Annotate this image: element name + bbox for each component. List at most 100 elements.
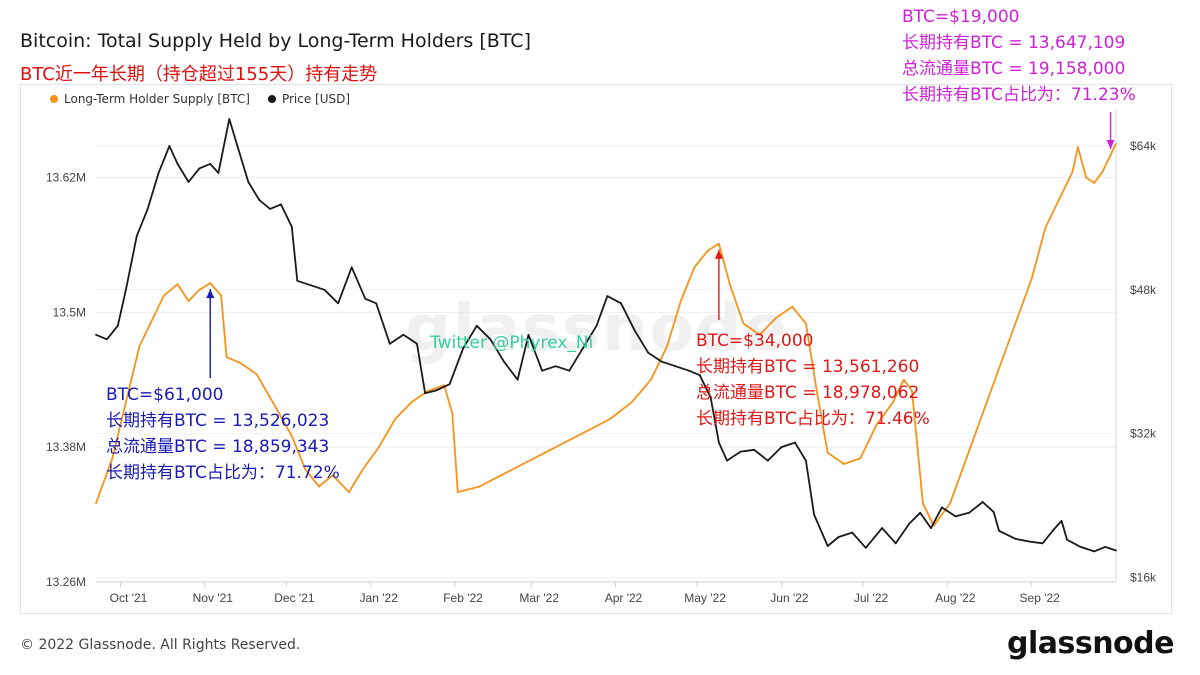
price-point-34: [475, 324, 478, 327]
legend-swatch-ltx: [50, 95, 58, 103]
chart-frame: [20, 84, 1172, 614]
ltx-point-49: [826, 451, 829, 454]
ltx-point-36: [649, 378, 652, 381]
price-point-53: [717, 441, 720, 444]
price-point-25: [364, 297, 367, 300]
annotation-nov21-lth: 长期持有BTC = 13,526,023: [106, 411, 330, 431]
price-point-41: [568, 369, 571, 372]
price-point-45: [620, 302, 622, 305]
price-point-63: [837, 536, 840, 538]
price-point-68: [908, 522, 911, 525]
x-tick-4: Feb '22: [443, 591, 483, 605]
ltx-point-16: [304, 468, 307, 471]
ltx-point-65: [1057, 199, 1060, 201]
legend-item-ltx[interactable]: Long-Term Holder Supply [BTC]: [50, 92, 250, 106]
ltx-point-45: [775, 317, 777, 319]
legend-item-price[interactable]: Price [USD]: [267, 92, 351, 106]
ltx-point-11: [225, 356, 228, 359]
ltx-point-35: [630, 401, 633, 404]
price-point-61: [813, 513, 815, 516]
ltx-point-60: [981, 412, 984, 415]
legend-label-ltx: Long-Term Holder Supply [BTC]: [64, 92, 250, 106]
price-point-19: [290, 225, 293, 228]
ltx-point-38: [679, 300, 682, 302]
ltx-point-55: [911, 390, 913, 392]
price-point-75: [992, 510, 995, 513]
ltx-point-47: [805, 322, 807, 325]
price-point-74: [981, 501, 984, 503]
ltx-point-40: [707, 249, 709, 252]
price-point-38: [527, 333, 530, 336]
price-point-43: [595, 324, 598, 327]
ltx-point-46: [791, 305, 794, 308]
price-point-7: [168, 145, 171, 147]
ltx-point-27: [456, 491, 459, 493]
y-left-tick-0: 13.26M: [46, 575, 86, 589]
ltx-point-50: [843, 463, 845, 465]
annotation-sep22-price: BTC=$19,000: [902, 7, 1020, 27]
price-point-37: [516, 378, 519, 381]
price-point-46: [633, 329, 636, 332]
glassnode-logo: glassnode: [1006, 626, 1175, 661]
y-right-tick-1: $32k: [1130, 427, 1157, 441]
price-point-54: [726, 459, 728, 462]
price-point-51: [698, 374, 701, 377]
price-point-23: [337, 302, 339, 305]
chart-legend: Long-Term Holder Supply [BTC] Price [USD…: [50, 92, 350, 106]
price-point-28: [402, 333, 405, 336]
price-point-58: [780, 446, 783, 449]
ltx-point-66: [1071, 170, 1074, 173]
price-point-71: [941, 506, 943, 509]
x-tick-2: Dec '21: [274, 591, 315, 605]
ltx-point-69: [1093, 182, 1096, 184]
annotation-may22-supply: 总流通量BTC = 18,978,062: [696, 383, 920, 403]
price-point-3: [125, 288, 127, 291]
ltx-point-70: [1101, 170, 1104, 173]
ltx-point-34: [609, 418, 611, 420]
ltx-point-39: [693, 266, 696, 269]
ltx-point-7: [187, 300, 190, 302]
ltx-point-4: [152, 317, 155, 319]
ltx-point-3: [138, 345, 141, 347]
price-point-36: [503, 360, 505, 363]
chart-title: Bitcoin: Total Supply Held by Long-Term …: [20, 30, 531, 52]
price-point-14: [236, 145, 239, 147]
legend-swatch-price: [267, 95, 276, 103]
y-right-tick-2: $48k: [1130, 283, 1157, 297]
legend-label-price: Price [USD]: [281, 92, 351, 106]
price-point-2: [116, 324, 119, 327]
price-point-69: [919, 511, 922, 514]
x-tick-7: May '22: [684, 591, 726, 605]
ltx-point-15: [290, 435, 293, 437]
x-tick-1: Nov '21: [193, 591, 234, 605]
ltx-point-44: [758, 333, 761, 336]
price-point-60: [805, 459, 807, 462]
price-point-1: [105, 338, 108, 341]
price-point-56: [753, 448, 756, 451]
price-point-9: [187, 181, 190, 183]
price-point-48: [660, 360, 663, 363]
ltx-point-23: [410, 401, 413, 404]
ltx-point-14: [271, 401, 274, 404]
ltx-point-68: [1085, 176, 1087, 179]
x-tick-0: Oct '21: [110, 591, 148, 605]
ltx-point-53: [892, 401, 894, 404]
x-tick-6: Apr '22: [605, 591, 643, 605]
price-point-20: [296, 279, 299, 282]
price-point-67: [894, 542, 897, 545]
price-point-21: [309, 284, 312, 287]
ltx-point-30: [522, 463, 524, 465]
price-point-0: [95, 333, 97, 336]
ltx-point-54: [902, 378, 905, 381]
ltx-point-28: [478, 485, 481, 488]
ltx-point-20: [361, 468, 364, 471]
ltx-point-26: [451, 412, 454, 415]
price-point-80: [1052, 528, 1055, 531]
annotation-may22-price: BTC=$34,000: [696, 331, 814, 351]
twitter-handle: Twitter @Phyrex_Ni: [430, 333, 594, 353]
price-point-26: [375, 302, 378, 305]
y-left-tick-2: 13.5M: [53, 305, 86, 319]
price-point-13: [228, 118, 231, 120]
watermark: glassnode: [405, 292, 789, 366]
price-point-82: [1066, 538, 1068, 541]
